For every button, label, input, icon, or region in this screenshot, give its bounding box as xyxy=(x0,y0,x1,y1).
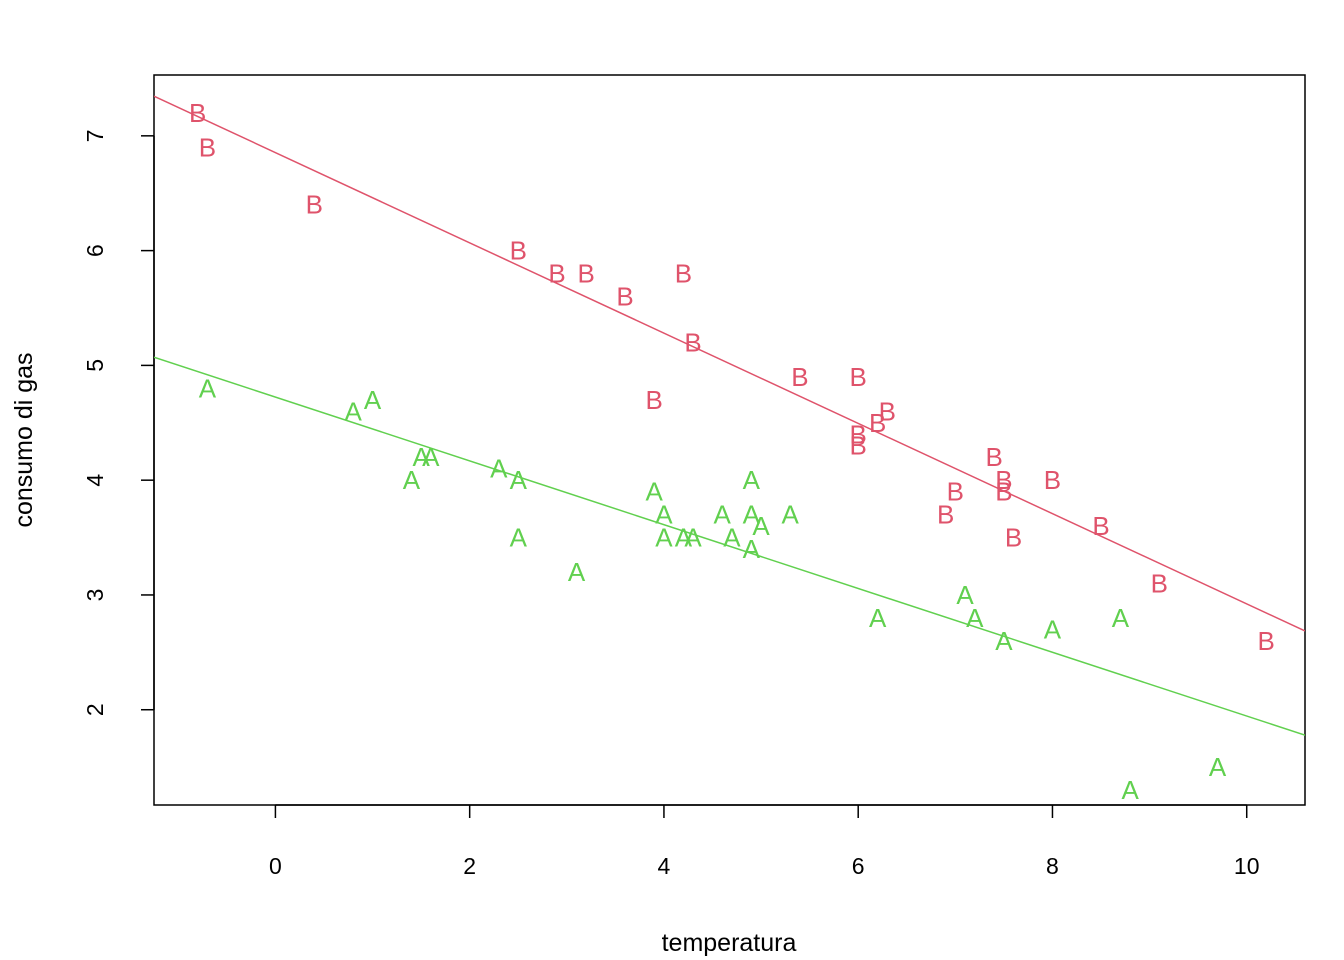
data-point-b: B xyxy=(548,259,565,289)
data-point-b: B xyxy=(850,419,867,449)
data-point-b: B xyxy=(995,477,1012,507)
data-point-b: B xyxy=(510,236,527,266)
x-axis-label: temperatura xyxy=(662,929,797,957)
y-tick-label: 5 xyxy=(82,359,108,372)
regression-line-a xyxy=(154,356,1305,736)
data-point-b: B xyxy=(189,98,206,128)
data-point-a: A xyxy=(568,557,586,587)
data-point-b: B xyxy=(986,442,1003,472)
data-point-a: A xyxy=(1112,603,1130,633)
data-point-a: A xyxy=(966,603,984,633)
y-tick-label: 7 xyxy=(82,129,108,142)
data-point-b: B xyxy=(879,396,896,426)
data-point-b: B xyxy=(1257,626,1274,656)
data-point-b: B xyxy=(306,190,323,220)
data-point-a: A xyxy=(1209,752,1227,782)
data-point-b: B xyxy=(791,362,808,392)
data-point-a: A xyxy=(743,465,761,495)
data-point-a: A xyxy=(1121,775,1139,805)
data-point-b: B xyxy=(675,259,692,289)
x-tick-label: 2 xyxy=(463,853,476,879)
y-tick-label: 6 xyxy=(82,244,108,257)
data-point-a: A xyxy=(510,465,528,495)
data-point-a: A xyxy=(743,500,761,530)
data-point-b: B xyxy=(850,362,867,392)
data-point-a: A xyxy=(199,373,217,403)
data-point-a: A xyxy=(655,523,673,553)
data-point-a: A xyxy=(995,626,1013,656)
data-point-b: B xyxy=(684,327,701,357)
data-point-a: A xyxy=(412,442,430,472)
data-point-a: A xyxy=(752,511,770,541)
data-point-b: B xyxy=(850,431,867,461)
regression-line-b xyxy=(154,95,1305,632)
y-tick-label: 4 xyxy=(82,474,108,487)
regression-lines xyxy=(154,95,1305,736)
y-axis-label: consumo di gas xyxy=(10,352,38,527)
data-point-a: A xyxy=(714,500,732,530)
data-point-a: A xyxy=(743,534,761,564)
data-point-a: A xyxy=(510,523,528,553)
x-tick-label: 10 xyxy=(1234,853,1260,879)
data-point-a: A xyxy=(782,500,800,530)
data-point-b: B xyxy=(578,259,595,289)
data-point-a: A xyxy=(1044,614,1062,644)
data-point-b: B xyxy=(869,408,886,438)
data-point-b: B xyxy=(947,477,964,507)
data-point-b: B xyxy=(1005,523,1022,553)
x-tick-label: 0 xyxy=(269,853,282,879)
data-point-b: B xyxy=(937,500,954,530)
data-point-a: A xyxy=(403,465,421,495)
data-point-a: A xyxy=(723,523,741,553)
data-point-a: A xyxy=(344,396,362,426)
x-tick-label: 8 xyxy=(1046,853,1059,879)
data-point-b: B xyxy=(199,132,216,162)
data-point-b: B xyxy=(995,465,1012,495)
data-point-b: B xyxy=(1092,511,1109,541)
data-point-a: A xyxy=(364,385,382,415)
data-point-a: A xyxy=(684,523,702,553)
data-point-a: A xyxy=(956,580,974,610)
data-point-b: B xyxy=(616,282,633,312)
data-point-b: B xyxy=(1151,568,1168,598)
y-tick-label: 2 xyxy=(82,703,108,716)
y-tick-label: 3 xyxy=(82,589,108,602)
data-point-b: B xyxy=(646,385,663,415)
data-point-a: A xyxy=(490,454,508,484)
data-point-a: A xyxy=(675,523,693,553)
data-point-b: B xyxy=(1044,465,1061,495)
x-tick-label: 4 xyxy=(658,853,671,879)
axes: 0 2 4 6 8 10 2 3 4 5 6 7 xyxy=(82,129,1260,879)
data-point-a: A xyxy=(655,500,673,530)
plot-frame xyxy=(153,74,1306,806)
data-point-a: A xyxy=(869,603,887,633)
data-point-a: A xyxy=(422,442,440,472)
data-point-a: A xyxy=(646,477,664,507)
x-tick-label: 6 xyxy=(852,853,865,879)
